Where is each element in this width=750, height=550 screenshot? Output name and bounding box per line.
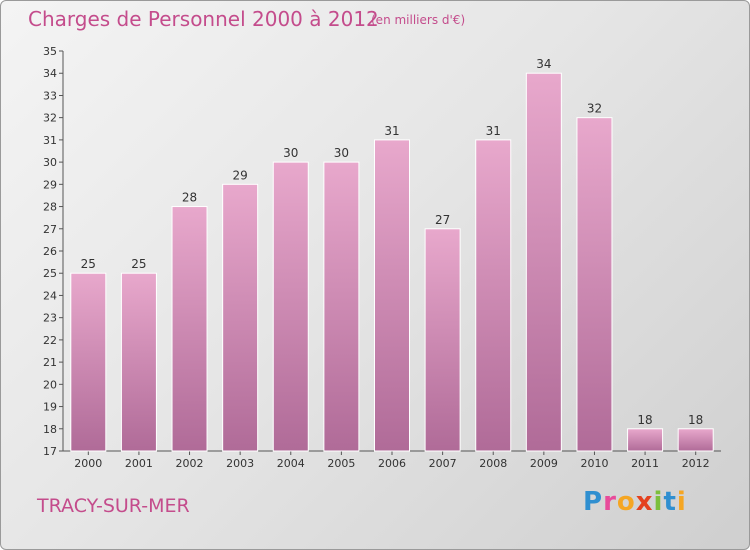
y-tick-label: 25	[43, 267, 57, 280]
bar	[424, 228, 461, 452]
y-tick-label: 22	[43, 334, 57, 347]
y-tick-label: 34	[43, 67, 57, 80]
y-tick-label: 18	[43, 423, 57, 436]
y-tick-label: 35	[43, 45, 57, 58]
x-tick-label: 2005	[327, 457, 355, 470]
y-tick-label: 27	[43, 223, 57, 236]
x-tick-label: 2002	[176, 457, 204, 470]
bar-value-label: 31	[384, 124, 399, 138]
chart-title: Charges de Personnel 2000 à 2012	[28, 7, 379, 31]
y-tick-label: 21	[43, 356, 57, 369]
bar-value-label: 25	[131, 257, 146, 271]
y-tick-label: 26	[43, 245, 57, 258]
y-tick-label: 33	[43, 89, 57, 102]
bar	[677, 428, 714, 452]
y-tick-label: 20	[43, 378, 57, 391]
x-tick-label: 2008	[479, 457, 507, 470]
bar-value-label: 30	[283, 146, 298, 160]
x-tick-label: 2006	[378, 457, 406, 470]
bar-value-label: 32	[587, 102, 602, 116]
labels: 2000 25 2001 25 2002 28 2003 29 2004 30 2005 30 2006…	[74, 57, 709, 470]
bar-value-label: 30	[334, 146, 349, 160]
x-tick-label: 2004	[277, 457, 305, 470]
y-tick-label: 17	[43, 445, 57, 458]
bar	[222, 183, 259, 452]
x-tick-label: 2012	[682, 457, 710, 470]
bar	[576, 117, 613, 452]
y-tick-label: 29	[43, 178, 57, 191]
bar	[525, 72, 562, 452]
y-tick-label: 23	[43, 312, 57, 325]
bar-value-label: 31	[486, 124, 501, 138]
bar-value-label: 27	[435, 213, 450, 227]
x-tick-label: 2007	[429, 457, 457, 470]
x-tick-label: 2003	[226, 457, 254, 470]
bar	[627, 428, 664, 452]
bar	[475, 139, 512, 452]
bar-value-label: 18	[637, 413, 652, 427]
proxiti-logo[interactable]: Proxiti	[583, 487, 687, 517]
axes: 17 18 19 20 21 22 23 24 25 26 27 28 29 30 31 32 33 34 35	[43, 45, 721, 458]
y-tick-label: 30	[43, 156, 57, 169]
y-tick-label: 28	[43, 201, 57, 214]
x-tick-label: 2010	[580, 457, 608, 470]
bar	[171, 206, 208, 452]
bar	[323, 161, 360, 452]
chart-subtitle: (en milliers d'€)	[371, 13, 466, 27]
bar-value-label: 28	[182, 191, 197, 205]
x-tick-label: 2001	[125, 457, 153, 470]
x-tick-label: 2011	[631, 457, 659, 470]
x-tick-label: 2000	[74, 457, 102, 470]
y-tick-label: 31	[43, 134, 57, 147]
y-tick-label: 24	[43, 289, 57, 302]
bar-value-label: 25	[81, 257, 96, 271]
bar-value-label: 29	[233, 168, 248, 182]
bars	[70, 72, 714, 452]
bar-value-label: 18	[688, 413, 703, 427]
bar	[70, 272, 107, 452]
y-tick-label: 32	[43, 112, 57, 125]
city-label: TRACY-SUR-MER	[37, 495, 190, 517]
bar	[272, 161, 309, 452]
x-tick-label: 2009	[530, 457, 558, 470]
bar	[120, 272, 157, 452]
bar-value-label: 34	[536, 57, 551, 71]
y-tick-label: 19	[43, 401, 57, 414]
bar	[374, 139, 410, 452]
